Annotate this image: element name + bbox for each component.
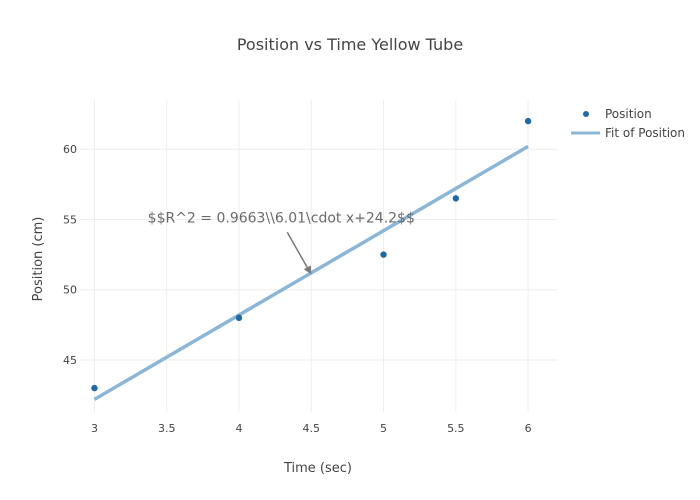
y-axis-label: Position (cm) [31, 217, 46, 302]
legend: Position Fit of Position [571, 107, 685, 140]
legend-marker-position [583, 111, 589, 117]
data-point [91, 384, 98, 392]
y-tick-label: 60 [63, 143, 77, 156]
annotation-arrowhead [303, 265, 312, 275]
annotation-arrow [286, 231, 309, 270]
y-tick-label: 50 [63, 284, 77, 297]
y-tick-label: 45 [63, 354, 77, 367]
annotation-text: $$R^2 = 0.9663\\6.01\cdot x+24.2$$ [148, 210, 415, 226]
plot-area [91, 117, 532, 401]
y-axis-ticks: 45 50 55 60 [63, 143, 77, 367]
data-point [524, 117, 532, 125]
data-point [380, 251, 387, 258]
x-tick-label: 6 [525, 422, 532, 435]
x-tick-label: 5 [380, 422, 387, 435]
x-tick-label: 3.5 [158, 422, 176, 435]
legend-label-fit: Fit of Position [605, 126, 685, 140]
chart-title: Position vs Time Yellow Tube [237, 35, 463, 54]
y-tick-label: 55 [63, 213, 77, 226]
x-axis-ticks: 3 3.5 4 4.5 5 5.5 6 [91, 422, 532, 435]
data-point [452, 195, 460, 202]
data-point [235, 314, 243, 322]
x-tick-label: 5.5 [447, 422, 465, 435]
legend-label-position: Position [605, 107, 652, 121]
x-tick-label: 4.5 [303, 422, 321, 435]
x-tick-label: 3 [91, 422, 98, 435]
x-tick-label: 4 [236, 422, 243, 435]
fit-line [93, 144, 529, 401]
x-axis-label: Time (sec) [283, 461, 352, 476]
annotation-group: $$R^2 = 0.9663\\6.01\cdot x+24.2$$ [148, 210, 415, 275]
